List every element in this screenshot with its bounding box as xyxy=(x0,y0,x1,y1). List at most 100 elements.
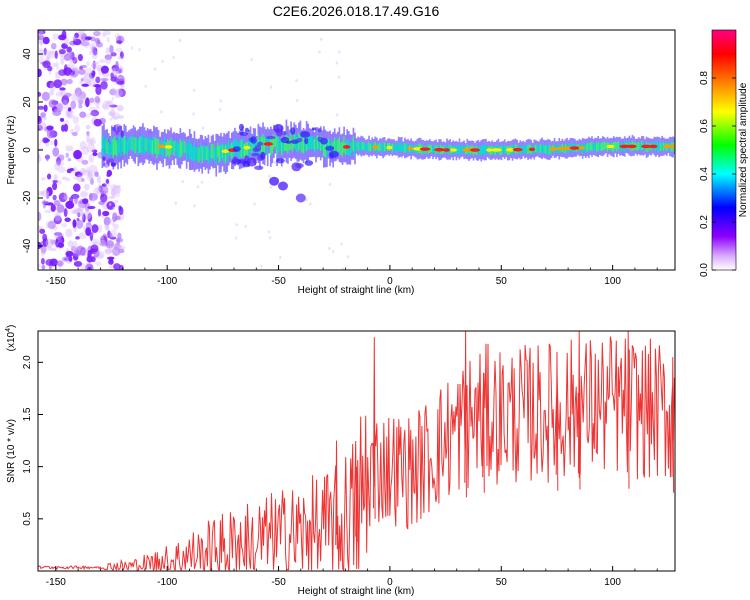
noise-speck xyxy=(92,47,98,56)
noise-speck xyxy=(40,190,50,197)
spectral-blob xyxy=(276,157,285,164)
signal-peak xyxy=(556,146,565,151)
noise-speck xyxy=(42,36,50,45)
noise-speck xyxy=(38,105,45,110)
noise-speck xyxy=(39,139,43,144)
signal-core xyxy=(659,143,662,152)
signal-core xyxy=(201,145,204,164)
noise-speck xyxy=(65,111,72,118)
signal-core xyxy=(341,142,344,157)
noise-speck xyxy=(119,51,124,59)
noise-speck xyxy=(93,31,101,37)
snr-y-label: SNR (10 * v/v) xyxy=(6,419,17,483)
noise-speck xyxy=(86,61,90,67)
signal-core xyxy=(333,137,336,153)
noise-speck xyxy=(54,211,62,222)
noise-speck xyxy=(138,48,141,52)
signal-core xyxy=(354,141,356,156)
spectrogram-x-label: Height of straight line (km) xyxy=(298,285,415,296)
noise-speck xyxy=(328,246,331,251)
signal-peak xyxy=(619,144,630,149)
noise-speck xyxy=(44,209,53,214)
noise-speck xyxy=(53,79,63,89)
signal-peak xyxy=(442,148,450,152)
signal-peak xyxy=(512,147,523,152)
noise-speck xyxy=(80,190,88,198)
noise-speck xyxy=(76,90,86,100)
noise-speck xyxy=(130,46,133,50)
noise-speck xyxy=(172,55,175,60)
signal-core xyxy=(249,136,252,153)
noise-speck xyxy=(81,178,85,182)
noise-speck xyxy=(253,202,256,206)
spectral-blob xyxy=(265,135,276,140)
noise-speck xyxy=(86,132,90,142)
signal-core xyxy=(209,149,211,163)
noise-speck xyxy=(78,30,85,35)
noise-speck xyxy=(338,75,341,79)
signal-core xyxy=(485,144,487,155)
signal-core xyxy=(271,138,274,154)
noise-speck xyxy=(84,183,90,191)
noise-speck xyxy=(112,184,118,188)
noise-speck xyxy=(113,263,121,270)
x-tick-label: 0 xyxy=(387,577,393,588)
signal-peak xyxy=(434,147,445,152)
noise-speck xyxy=(55,61,60,71)
signal-core xyxy=(145,138,147,152)
signal-core xyxy=(240,139,243,158)
noise-speck xyxy=(112,87,115,91)
noise-speck xyxy=(45,259,54,266)
signal-core xyxy=(173,140,175,156)
noise-speck xyxy=(116,80,125,85)
noise-speck xyxy=(80,146,89,155)
spectral-blob xyxy=(304,160,314,166)
noise-speck xyxy=(72,240,78,251)
colorbar-tick-label: 0.8 xyxy=(699,71,710,85)
noise-speck xyxy=(43,104,48,112)
noise-speck xyxy=(104,57,112,65)
noise-speck xyxy=(38,115,42,125)
noise-speck xyxy=(106,36,111,43)
signal-peak xyxy=(491,148,502,152)
signal-core xyxy=(598,143,601,151)
spectrogram-panel: -150 -100 -50 0 50 100 -40 -20 0 20 40 Height of … xyxy=(6,29,676,296)
noise-speck xyxy=(45,154,49,162)
noise-speck xyxy=(77,53,83,62)
noise-speck xyxy=(102,30,112,36)
signal-core xyxy=(288,137,291,151)
signal-core xyxy=(282,140,285,152)
noise-speck xyxy=(112,212,118,222)
signal-core xyxy=(291,139,294,152)
noise-speck xyxy=(110,187,114,198)
noise-speck xyxy=(96,105,100,109)
noise-speck xyxy=(90,177,94,185)
signal-peak xyxy=(372,145,379,149)
signal-core xyxy=(268,135,271,147)
signal-core xyxy=(190,143,193,161)
colorbar-tick-label: 0.6 xyxy=(699,119,710,133)
signal-core xyxy=(457,146,459,154)
noise-speck xyxy=(60,55,65,66)
signal-core xyxy=(143,137,146,154)
signal-peak xyxy=(462,148,474,152)
signal-core xyxy=(310,136,313,150)
noise-speck xyxy=(63,208,68,217)
signal-core xyxy=(277,137,280,153)
spectral-blob xyxy=(311,127,317,131)
signal-core xyxy=(344,142,347,155)
noise-speck xyxy=(192,88,196,92)
noise-speck xyxy=(80,167,86,175)
signal-core xyxy=(589,142,592,151)
signal-core xyxy=(171,140,174,153)
noise-speck xyxy=(74,171,83,178)
spectral-blob xyxy=(317,128,322,133)
signal-core xyxy=(461,145,464,153)
signal-core xyxy=(352,136,355,152)
noise-speck xyxy=(86,255,93,263)
signal-core xyxy=(159,143,161,155)
y-tick-label: 40 xyxy=(22,48,33,60)
noise-speck xyxy=(61,222,68,228)
noise-speck xyxy=(82,198,89,204)
y-tick-label: 0.5 xyxy=(22,511,33,525)
